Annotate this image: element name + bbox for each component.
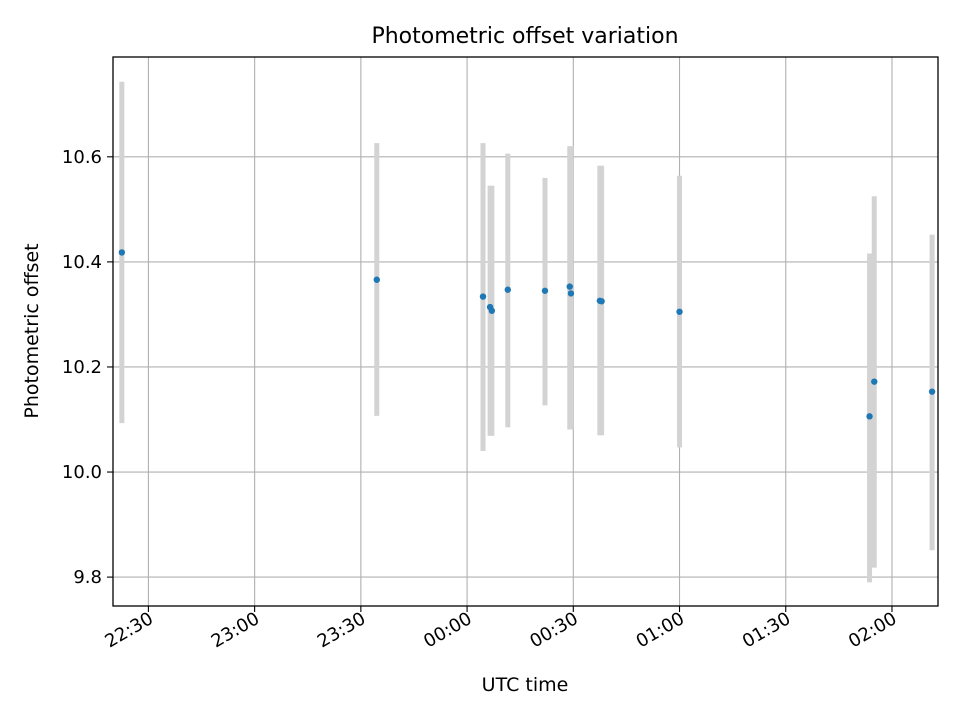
y-axis-label: Photometric offset (21, 243, 43, 418)
x-tick-label: 01:30 (739, 608, 794, 652)
data-point (488, 307, 496, 314)
data-point (566, 283, 573, 290)
x-tick-label: 23:30 (314, 608, 369, 652)
data-point (676, 308, 683, 315)
plot-frame (112, 56, 939, 607)
data-point (541, 287, 549, 294)
data-point (871, 378, 878, 385)
data-point (928, 388, 936, 395)
x-tick-label: 00:30 (526, 608, 581, 652)
chart-title: Photometric offset variation (371, 24, 678, 49)
data-point (479, 293, 487, 300)
y-tick-label: 9.8 (73, 567, 102, 588)
data-point (866, 413, 873, 420)
y-tick-label: 10.6 (62, 147, 102, 168)
x-tick-label: 22:30 (101, 608, 156, 652)
y-tick-label: 10.4 (62, 252, 102, 273)
data-point (373, 276, 380, 283)
x-axis-label: UTC time (482, 674, 569, 696)
x-tick-label: 23:00 (208, 608, 263, 652)
x-tick-label: 01:00 (633, 608, 688, 652)
data-point (504, 286, 511, 293)
y-axis-ticks: 9.8 10.0 10.2 10.4 10.6 (62, 147, 113, 588)
x-tick-label: 02:00 (845, 608, 900, 652)
data-points (118, 249, 936, 420)
grid (113, 57, 938, 606)
y-tick-label: 10.2 (62, 357, 102, 378)
y-tick-label: 10.0 (62, 462, 102, 483)
x-tick-label: 00:00 (420, 608, 475, 652)
data-point (598, 298, 605, 305)
x-axis-ticks: 22:30 23:00 23:30 00:00 00:30 01:00 01:30 02:00 (101, 606, 900, 652)
data-point (118, 249, 126, 256)
data-point (567, 290, 575, 297)
